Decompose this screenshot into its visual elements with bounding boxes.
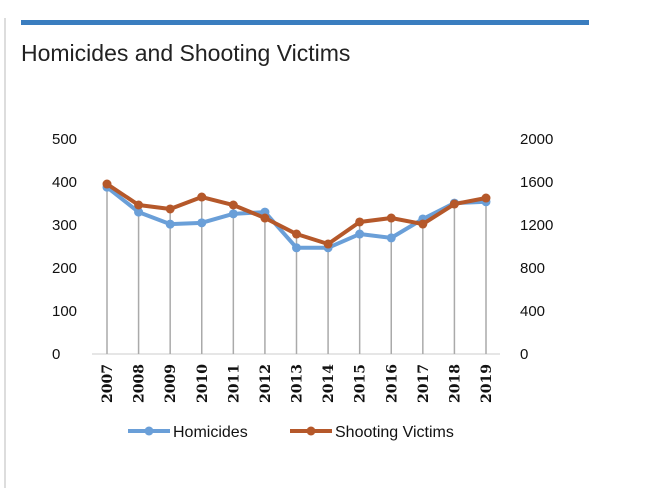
legend-marker [306,426,316,436]
data-point [197,192,207,202]
data-point [197,218,207,228]
x-tick-label: 2016 [384,364,400,403]
data-point [228,209,238,219]
accent-bar [21,20,589,25]
data-point [355,217,365,227]
data-point [165,219,175,229]
y-left-tick-label: 300 [52,217,77,234]
chart-title: Homicides and Shooting Victims [21,40,351,66]
data-point [323,239,333,249]
data-point [449,199,459,209]
legend-label: Homicides [173,424,248,441]
legend-label: Shooting Victims [335,424,454,441]
data-point [292,243,301,253]
data-point [292,229,301,239]
data-point [228,200,238,210]
y-right-tick-label: 2000 [520,131,553,148]
x-tick-label: 2007 [100,364,116,403]
data-point [102,179,112,189]
y-left-tick-label: 400 [52,174,77,191]
x-tick-label: 2018 [447,364,463,403]
data-point [386,213,396,223]
data-point [386,233,396,243]
x-tick-label: 2014 [321,364,337,403]
data-point [260,213,270,223]
y-left-tick-label: 100 [52,303,77,320]
x-tick-label: 2012 [258,364,274,403]
data-point [165,204,175,214]
legend-marker [144,426,154,436]
x-tick-label: 2017 [416,364,432,403]
data-point [134,207,144,217]
data-point [418,219,428,229]
x-tick-label: 2010 [195,364,211,403]
x-tick-label: 2009 [163,364,179,403]
y-left-tick-label: 500 [52,131,77,148]
y-right-tick-label: 400 [520,303,545,320]
y-right-tick-label: 1600 [520,174,553,191]
data-point [134,200,144,210]
x-tick-label: 2019 [479,364,495,403]
data-point [481,193,491,203]
data-point [355,229,365,239]
y-right-tick-label: 1200 [520,217,553,234]
left-border [4,18,6,488]
y-right-tick-label: 800 [520,260,545,277]
x-tick-label: 2008 [132,364,148,403]
y-left-tick-label: 200 [52,260,77,277]
y-left-tick-label: 0 [52,346,60,363]
x-tick-label: 2015 [353,364,369,403]
x-tick-label: 2013 [290,364,306,403]
x-tick-label: 2011 [226,364,242,403]
y-right-tick-label: 0 [520,346,528,363]
